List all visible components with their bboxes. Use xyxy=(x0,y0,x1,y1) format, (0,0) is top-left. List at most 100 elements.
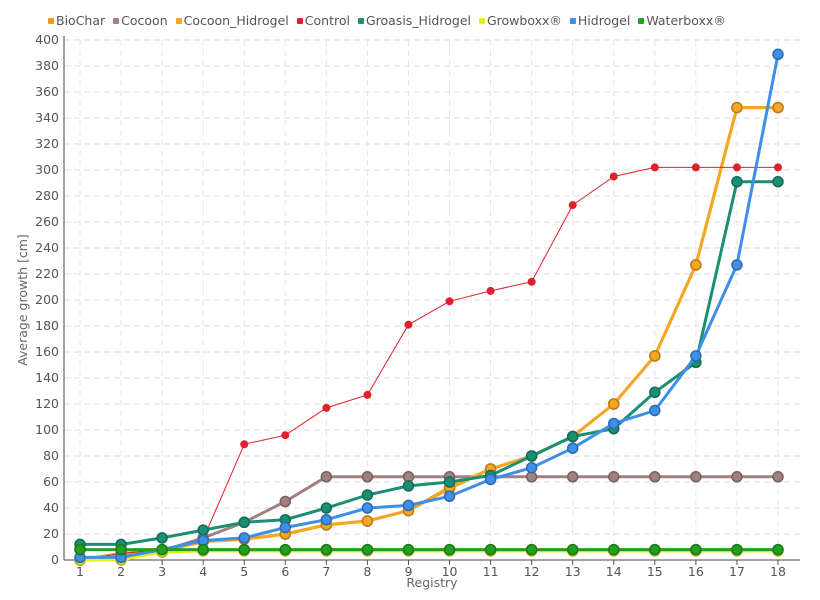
point-hidrogel xyxy=(361,502,374,514)
series-line-hidrogel xyxy=(80,54,780,559)
point-waterboxx xyxy=(608,543,620,556)
legend-swatch xyxy=(296,17,303,24)
y-tick-label: 280 xyxy=(35,188,59,203)
point-waterboxx xyxy=(115,543,127,556)
legend-label: Waterboxx® xyxy=(646,13,726,28)
point-cocoon xyxy=(772,471,784,483)
y-tick-label: 240 xyxy=(35,240,59,255)
y-tick-label: 20 xyxy=(43,526,59,541)
legend-swatch xyxy=(478,17,485,24)
legend-item-cocoon-hidrogel[interactable]: Cocoon_Hidrogel xyxy=(175,13,289,28)
point-groasis-hidrogel xyxy=(156,532,168,544)
y-tick-label: 80 xyxy=(43,448,59,463)
x-axis-label: Registry xyxy=(406,575,458,590)
x-tick-label: 2 xyxy=(117,564,125,579)
x-tick-label: 15 xyxy=(647,564,663,579)
point-hidrogel xyxy=(320,513,333,526)
y-axis-label: Average growth [cm] xyxy=(15,234,30,366)
point-control xyxy=(527,277,536,286)
y-tick-label: 400 xyxy=(35,32,59,47)
point-waterboxx xyxy=(156,543,168,556)
x-tick-label: 14 xyxy=(606,564,622,579)
point-waterboxx xyxy=(197,543,209,556)
legend-label: Cocoon xyxy=(121,13,168,28)
legend-swatch xyxy=(569,17,576,24)
point-cocoon xyxy=(608,471,620,483)
legend-item-control[interactable]: Control xyxy=(296,13,350,28)
series-line-cocoon xyxy=(79,475,778,562)
legend-item-groasis-hidrogel[interactable]: Groasis_Hidrogel xyxy=(357,13,471,28)
legend-item-biochar[interactable]: BioChar xyxy=(48,13,105,28)
point-hidrogel xyxy=(443,490,456,503)
point-cocoon xyxy=(649,471,661,483)
legend-swatch xyxy=(175,17,182,24)
point-waterboxx xyxy=(402,543,415,556)
legend-item-hidrogel[interactable]: Hidrogel xyxy=(569,13,631,28)
legend-label: Hidrogel xyxy=(577,13,631,28)
y-tick-label: 360 xyxy=(35,84,59,99)
legend-item-cocoon[interactable]: Cocoon xyxy=(113,13,168,28)
point-waterboxx xyxy=(320,543,333,556)
chart-legend: BioChar Cocoon Cocoon_Hidrogel Control Groas… xyxy=(48,13,726,28)
point-hidrogel xyxy=(731,259,743,271)
point-waterboxx xyxy=(731,543,743,556)
y-tick-label: 260 xyxy=(35,214,59,229)
point-hidrogel xyxy=(484,473,497,486)
point-control xyxy=(281,431,290,440)
x-tick-label: 3 xyxy=(158,564,166,579)
x-tick-label: 5 xyxy=(240,564,248,579)
y-tick-label: 220 xyxy=(35,266,59,281)
point-hidrogel xyxy=(608,417,620,430)
point-cocoon-hidrogel xyxy=(608,398,620,410)
x-tick-label: 8 xyxy=(363,564,371,579)
point-control xyxy=(732,163,741,172)
series-line-groasis-hidrogel xyxy=(80,180,778,546)
point-groasis-hidrogel xyxy=(649,386,661,399)
point-control xyxy=(486,286,495,295)
point-groasis-hidrogel xyxy=(731,175,743,188)
x-tick-label: 17 xyxy=(729,564,745,579)
point-hidrogel xyxy=(525,461,538,474)
point-control xyxy=(445,297,454,306)
point-cocoon-hidrogel xyxy=(649,350,661,362)
point-cocoon xyxy=(566,471,579,483)
y-tick-label: 0 xyxy=(51,552,59,567)
point-cocoon xyxy=(320,471,333,483)
x-tick-label: 4 xyxy=(199,564,207,579)
legend-swatch xyxy=(638,17,645,24)
point-cocoon-hidrogel xyxy=(361,515,374,527)
y-tick-label: 200 xyxy=(35,292,59,307)
y-tick-label: 120 xyxy=(35,396,59,411)
x-tick-label: 10 xyxy=(442,564,458,579)
point-waterboxx xyxy=(74,543,86,556)
point-groasis-hidrogel xyxy=(402,480,415,492)
legend-item-waterboxx[interactable]: Waterboxx® xyxy=(638,13,726,28)
legend-label: Cocoon_Hidrogel xyxy=(183,13,289,28)
x-tick-label: 16 xyxy=(688,564,704,579)
point-waterboxx xyxy=(772,543,784,556)
point-control xyxy=(322,403,331,412)
x-tick-label: 13 xyxy=(565,564,581,579)
point-control xyxy=(240,440,249,449)
x-tick-label: 12 xyxy=(524,564,540,579)
y-tick-label: 320 xyxy=(35,136,59,151)
y-tick-label: 140 xyxy=(35,370,59,385)
y-tick-label: 380 xyxy=(35,58,59,73)
point-groasis-hidrogel xyxy=(361,489,374,501)
point-cocoon xyxy=(279,495,292,508)
y-tick-label: 100 xyxy=(35,422,59,437)
point-waterboxx xyxy=(279,543,292,556)
legend-label: Growboxx® xyxy=(486,13,562,28)
y-tick-label: 60 xyxy=(43,474,59,489)
point-waterboxx xyxy=(566,543,579,556)
legend-item-growboxx[interactable]: Growboxx® xyxy=(478,13,562,28)
point-hidrogel xyxy=(690,350,702,362)
legend-label: Groasis_Hidrogel xyxy=(365,13,471,28)
series-line-cocoon-hidrogel xyxy=(79,106,778,562)
x-tick-label: 7 xyxy=(322,564,330,579)
point-hidrogel xyxy=(566,442,579,454)
point-hidrogel xyxy=(279,521,292,534)
point-control xyxy=(609,172,618,181)
x-tick-label: 9 xyxy=(404,564,412,579)
